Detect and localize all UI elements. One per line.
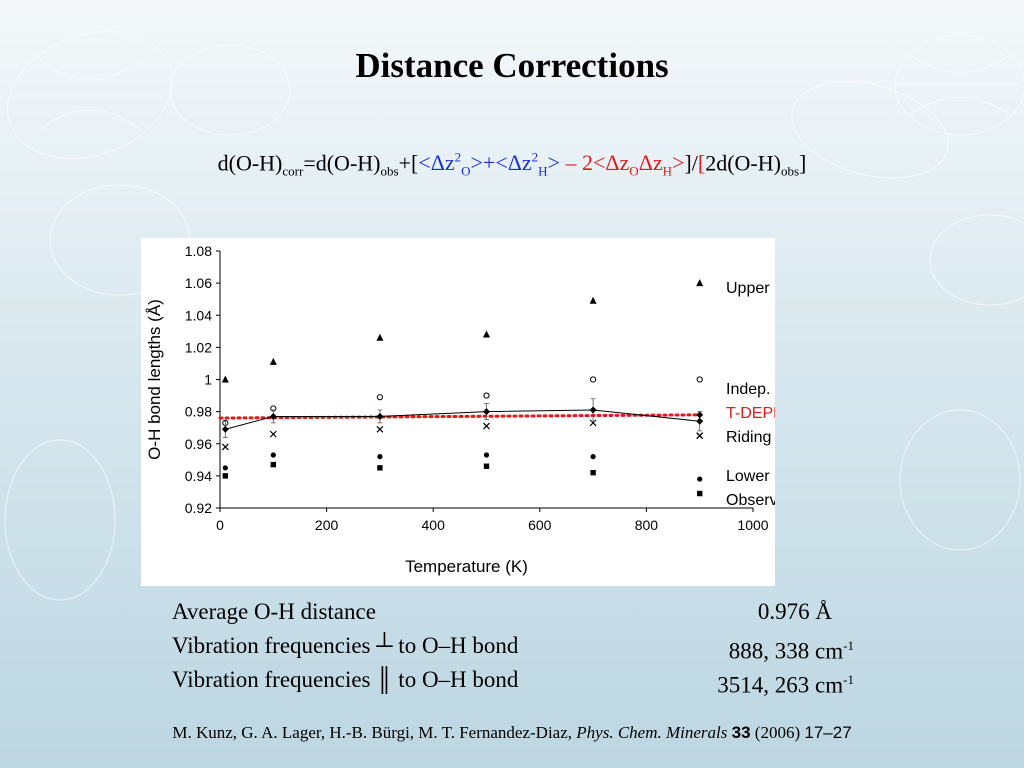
y-axis-label: O-H bond lengths (Å): [145, 299, 164, 460]
cross-marker: [696, 432, 704, 440]
legend-label: Upper limit: [726, 280, 775, 297]
chart-panel: 0.92 0.94 0.96 0.98 1 1.02 1.04 1.06 1.08 0 200 400…: [141, 238, 775, 586]
correction-formula: d(O-H)corr=d(O-H)obs+[<Δz2O>+<Δz2H> – 2<…: [217, 150, 807, 179]
open-circle-marker: [696, 376, 703, 383]
filled-circle-marker: [697, 476, 703, 482]
stat-perpendicular-label: Vibration frequencies ┴ to O–H bond: [172, 633, 519, 658]
stat-perpendicular: Vibration frequencies ┴ to O–H bond 888,…: [172, 631, 872, 665]
triangle-marker: [483, 330, 490, 338]
legend-label: Riding motion: [726, 429, 775, 446]
open-circle-marker: [376, 394, 383, 401]
square-marker: [377, 465, 383, 471]
average-line: [225, 409, 700, 430]
y-tick-label: 1.02: [185, 339, 212, 355]
x-tick-label: 0: [216, 517, 224, 533]
filled-circle-marker: [590, 454, 596, 460]
square-marker: [697, 490, 703, 497]
square-marker: [590, 469, 596, 476]
filled-circle-marker: [483, 452, 490, 458]
stat-parallel-label: Vibration frequencies ║ to O–H bond: [172, 667, 519, 692]
y-tick-label: 0.92: [185, 500, 212, 516]
x-axis-label: Temperature (K): [405, 557, 528, 576]
open-circle-marker: [590, 376, 597, 383]
cross-marker: [376, 425, 384, 433]
legend-label: Indep. Motion: [726, 381, 775, 398]
x-tick-label: 600: [528, 517, 552, 533]
triangle-marker: [589, 296, 597, 304]
y-tick-label: 0.94: [185, 468, 212, 484]
square-marker: [222, 473, 229, 479]
stat-perpendicular-value: 888, 338 cm-1: [728, 638, 854, 664]
y-tick-label: 0.96: [185, 436, 212, 452]
diamond-marker: [269, 412, 277, 420]
x-tick-label: 200: [315, 517, 339, 533]
y-tick-label: 1.08: [185, 243, 212, 259]
y-tick-label: 1.04: [185, 307, 212, 323]
cross-marker: [269, 430, 277, 438]
oh-bond-length-chart: 0.92 0.94 0.96 0.98 1 1.02 1.04 1.06 1.08 0 200 400…: [145, 243, 775, 576]
diamond-marker: [589, 406, 597, 414]
triangle-marker: [376, 333, 384, 341]
filled-circle-marker: [270, 452, 276, 458]
filled-circle-marker: [377, 454, 383, 460]
y-tick-label: 0.98: [185, 404, 212, 420]
open-circle-marker: [483, 392, 490, 399]
square-marker: [270, 461, 276, 468]
y-tick-label: 1.06: [185, 275, 212, 291]
diamond-marker: [696, 417, 704, 425]
citation: M. Kunz, G. A. Lager, H.-B. Bürgi, M. T.…: [172, 723, 852, 742]
diamond-marker: [221, 425, 229, 433]
stat-average-label: Average O-H distance: [172, 599, 376, 624]
stat-parallel-value: 3514, 263 cm-1: [717, 672, 854, 698]
stat-average: Average O-H distance 0.976 Å: [172, 597, 872, 631]
triangle-marker: [696, 279, 704, 287]
legend-label: Observed: [726, 492, 775, 509]
cross-marker: [483, 422, 490, 430]
triangle-marker: [269, 357, 277, 365]
y-tick-label: 1: [204, 372, 212, 388]
triangle-marker: [221, 375, 229, 383]
summary-stats: Average O-H distance 0.976 Å Vibration f…: [172, 597, 872, 699]
diamond-marker: [696, 411, 704, 419]
stat-parallel: Vibration frequencies ║ to O–H bond 3514…: [172, 665, 872, 699]
cross-marker: [221, 443, 229, 451]
stat-average-value: 0.976 Å: [757, 599, 832, 624]
legend-label: Lower Limit: [726, 468, 775, 485]
diamond-marker: [376, 412, 384, 420]
x-tick-label: 1000: [737, 517, 768, 533]
legend-label: T-DEPENDANCE: [726, 405, 775, 422]
t-dependance-line: [218, 413, 702, 420]
x-tick-label: 800: [635, 517, 659, 533]
x-tick-label: 400: [422, 517, 446, 533]
diamond-marker: [483, 408, 490, 416]
filled-circle-marker: [222, 465, 228, 471]
square-marker: [483, 463, 490, 469]
slide-title: Distance Corrections: [355, 46, 669, 85]
